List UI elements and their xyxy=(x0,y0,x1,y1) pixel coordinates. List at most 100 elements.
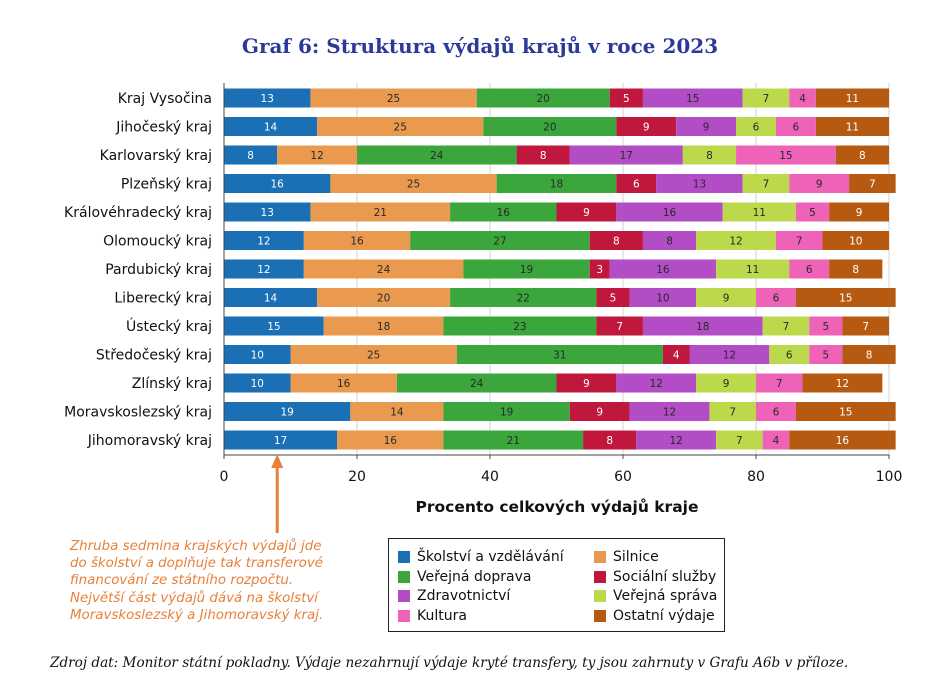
bar-segment xyxy=(762,316,810,336)
bar-segment xyxy=(775,117,816,136)
data-label: 13 xyxy=(693,179,706,191)
data-label: 12 xyxy=(257,236,270,248)
bar-segment xyxy=(224,288,318,307)
data-label: 6 xyxy=(773,407,780,419)
data-label: 5 xyxy=(809,207,816,219)
legend-label: Veřejná doprava xyxy=(417,568,532,585)
bar-segment xyxy=(609,259,717,279)
data-label: 24 xyxy=(430,150,444,162)
bar-segment xyxy=(662,345,690,364)
bar-segment xyxy=(696,231,776,250)
data-label: 16 xyxy=(271,179,285,191)
data-label: 8 xyxy=(852,264,859,276)
bar-segment xyxy=(589,259,610,279)
category-label: Kraj Vysočina xyxy=(118,91,212,107)
bar-segment xyxy=(224,316,324,336)
bar-segment xyxy=(762,430,790,450)
x-tick-label: 0 xyxy=(220,469,229,485)
data-label: 25 xyxy=(394,122,407,134)
bar-segment xyxy=(357,145,517,165)
legend-swatch xyxy=(398,590,410,602)
data-label: 17 xyxy=(620,150,633,162)
data-label: 31 xyxy=(553,350,566,362)
data-label: 8 xyxy=(859,150,866,162)
bar-segment xyxy=(775,231,823,250)
data-label: 8 xyxy=(540,150,547,162)
x-tick-label: 60 xyxy=(614,469,632,485)
data-label: 4 xyxy=(673,350,680,362)
bar-segment xyxy=(569,402,630,421)
bar-segment xyxy=(716,430,763,450)
data-label: 11 xyxy=(846,122,859,134)
data-label: 16 xyxy=(836,435,850,447)
data-label: 19 xyxy=(500,407,513,419)
bar-segment xyxy=(224,202,311,222)
data-label: 19 xyxy=(520,264,533,276)
annotation-line: Moravskoslezský a Jihomoravský kraj. xyxy=(70,607,324,623)
bar-segment xyxy=(795,402,896,421)
bar-segment xyxy=(310,88,477,108)
legend-swatch xyxy=(594,609,606,622)
bar-segment xyxy=(224,145,278,165)
bar-segment xyxy=(842,316,889,336)
x-tick-label: 100 xyxy=(876,469,903,485)
legend-item: Školství a vzdělávání xyxy=(398,548,564,566)
legend-item: Sociální služby xyxy=(594,568,716,586)
bar-segment xyxy=(829,202,889,222)
bar-segment xyxy=(616,202,723,222)
data-label: 14 xyxy=(264,293,278,305)
x-tick-label: 80 xyxy=(747,469,765,485)
legend-swatch xyxy=(398,609,410,622)
bar-segment xyxy=(616,373,697,393)
bar-segment xyxy=(224,174,331,193)
data-label: 13 xyxy=(261,93,274,105)
chart-title: Graf 6: Struktura výdajů krajů v roce 20… xyxy=(241,34,719,58)
bar-segment xyxy=(583,430,637,450)
legend-label: Silnice xyxy=(613,549,659,565)
data-label: 7 xyxy=(763,93,770,105)
bar-segment xyxy=(835,145,889,165)
bar-segment xyxy=(709,402,756,421)
data-label: 8 xyxy=(866,350,873,362)
bar-segment xyxy=(815,117,889,136)
data-label: 6 xyxy=(806,264,813,276)
bar-segment xyxy=(516,145,570,165)
legend: Školství a vzdělávání Silnice Veřejná dopr… xyxy=(388,538,725,632)
data-label: 7 xyxy=(869,179,876,191)
category-label: Liberecký kraj xyxy=(114,291,212,307)
data-label: 9 xyxy=(596,407,603,419)
bar-segment xyxy=(789,259,830,279)
bar-segment xyxy=(277,145,357,165)
bar-segment xyxy=(696,373,756,393)
data-label: 9 xyxy=(723,378,730,390)
bar-segment xyxy=(596,288,630,307)
bar-segment xyxy=(224,345,291,364)
category-label: Zlínský kraj xyxy=(132,376,212,392)
legend-label: Zdravotnictví xyxy=(417,588,511,604)
data-label: 27 xyxy=(493,236,506,248)
data-label: 20 xyxy=(543,122,556,134)
bar-segment xyxy=(789,88,816,108)
bar-segment xyxy=(463,259,590,279)
bar-segment xyxy=(609,88,643,108)
data-label: 15 xyxy=(779,150,792,162)
bar-segment xyxy=(396,373,557,393)
bar-segment xyxy=(756,373,803,393)
data-label: 5 xyxy=(610,293,617,305)
x-tick-label: 20 xyxy=(348,469,366,485)
data-label: 8 xyxy=(247,150,254,162)
annotation: Zhruba sedmina krajských výdajů jde do š… xyxy=(70,538,370,624)
annotation-arrow xyxy=(271,454,284,533)
data-label: 11 xyxy=(753,207,766,219)
category-label: Plzeňský kraj xyxy=(121,177,212,193)
data-label: 21 xyxy=(507,435,520,447)
bar-segment xyxy=(450,202,557,222)
category-labels: Kraj Vysočina Jihočeský kraj Karlovarský k… xyxy=(64,91,212,449)
legend-swatch xyxy=(594,590,606,602)
data-label: 16 xyxy=(663,207,677,219)
arrow-head xyxy=(271,454,284,468)
bar-segment xyxy=(809,316,843,336)
bar-segment xyxy=(736,145,836,165)
bar-segment xyxy=(330,174,497,193)
